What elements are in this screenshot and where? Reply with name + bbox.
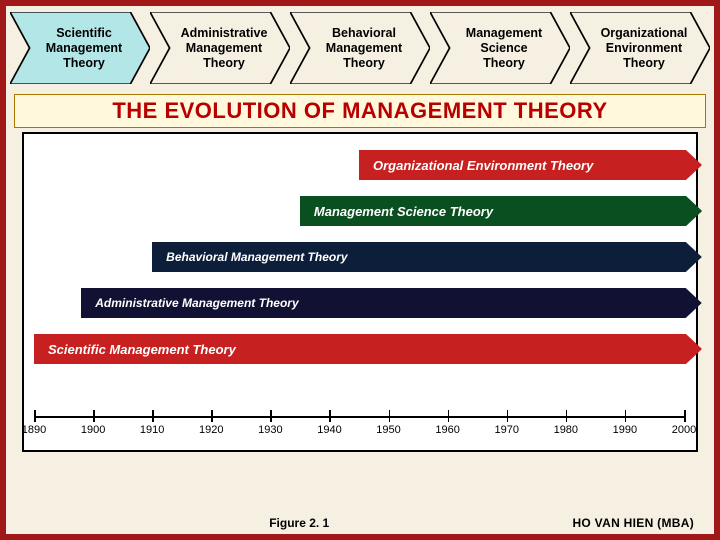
timeline-chart: Organizational Environment Theory Manage…	[22, 132, 698, 452]
tick-label: 1930	[258, 424, 282, 436]
tick-label: 1920	[199, 424, 223, 436]
tick-label: 1890	[22, 424, 46, 436]
timeline-bar-2: Behavioral Management Theory	[152, 242, 702, 272]
footer: Figure 2. 1 HO VAN HIEN (MBA)	[6, 516, 714, 530]
tick-label: 2000	[672, 424, 696, 436]
page-title: THE EVOLUTION OF MANAGEMENT THEORY	[112, 98, 607, 123]
tick-label: 1900	[81, 424, 105, 436]
tick-label: 1950	[376, 424, 400, 436]
timeline-bar-1: Management Science Theory	[300, 196, 702, 226]
timeline-bar-label: Scientific Management Theory	[34, 342, 236, 357]
author-label: HO VAN HIEN (MBA)	[572, 516, 694, 530]
chevron-row: ScientificManagementTheory Administrativ…	[6, 6, 714, 88]
chevron-3: ManagementScienceTheory	[430, 12, 570, 84]
timeline-bar-label: Administrative Management Theory	[81, 296, 298, 310]
x-axis: 1890190019101920193019401950196019701980…	[34, 410, 686, 446]
tick-label: 1910	[140, 424, 164, 436]
timeline-bar-label: Organizational Environment Theory	[359, 158, 593, 173]
timeline-bar-label: Behavioral Management Theory	[152, 250, 347, 264]
chevron-0: ScientificManagementTheory	[10, 12, 150, 84]
chevron-4: OrganizationalEnvironmentTheory	[570, 12, 710, 84]
tick-label: 1960	[435, 424, 459, 436]
tick-label: 1970	[494, 424, 518, 436]
chevron-label: BehavioralManagementTheory	[326, 26, 402, 71]
chevron-label: AdministrativeManagementTheory	[181, 26, 268, 71]
timeline-bar-label: Management Science Theory	[300, 204, 493, 219]
timeline-bar-3: Administrative Management Theory	[81, 288, 702, 318]
figure-label: Figure 2. 1	[26, 516, 572, 530]
title-band: THE EVOLUTION OF MANAGEMENT THEORY	[14, 94, 706, 128]
timeline-bar-4: Scientific Management Theory	[34, 334, 702, 364]
tick-label: 1990	[613, 424, 637, 436]
chevron-label: ScientificManagementTheory	[46, 26, 122, 71]
tick-label: 1980	[554, 424, 578, 436]
chevron-label: ManagementScienceTheory	[466, 26, 542, 71]
chevron-1: AdministrativeManagementTheory	[150, 12, 290, 84]
tick-label: 1940	[317, 424, 341, 436]
timeline-bar-0: Organizational Environment Theory	[359, 150, 702, 180]
chevron-label: OrganizationalEnvironmentTheory	[601, 26, 688, 71]
chevron-2: BehavioralManagementTheory	[290, 12, 430, 84]
